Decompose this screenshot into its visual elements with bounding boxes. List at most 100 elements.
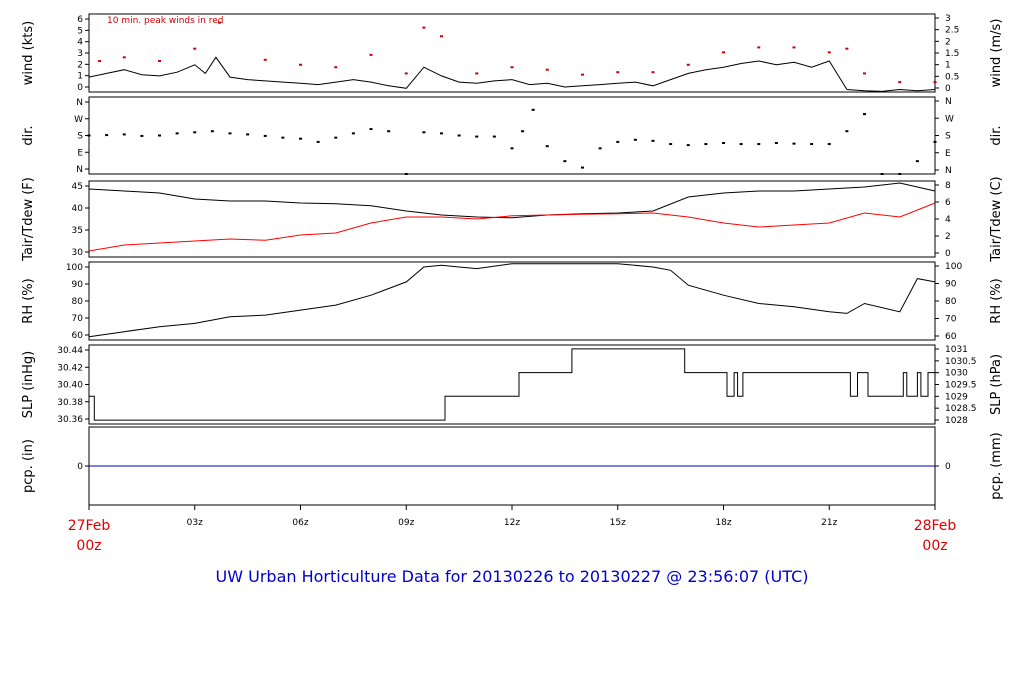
right-tick-label: 1 (945, 61, 951, 71)
data-point-dir (175, 132, 179, 135)
right-tick-label: 8 (945, 181, 951, 191)
data-point-dir (475, 135, 479, 138)
panel-frame-dir (88, 96, 936, 175)
data-point-wind (845, 47, 849, 50)
ylabel-right-pcp: pcp. (mm) (989, 432, 1004, 499)
data-point-dir (792, 142, 796, 145)
data-point-dir (898, 173, 902, 175)
left-tick-label: N (76, 165, 83, 175)
x-tick-label: 15z (610, 518, 626, 528)
series-line-rh-0 (88, 263, 936, 338)
panel-annotation: 10 min. peak winds in red (107, 16, 224, 26)
ylabel-right-slp: SLP (hPa) (989, 354, 1004, 415)
data-point-wind (898, 81, 902, 84)
panel-slp: 30.3630.3830.4030.4230.4410281028.510291… (21, 344, 1004, 426)
ylabel-right-temp: Tair/Tdew (C) (989, 176, 1004, 262)
ylabel-right-rh: RH (%) (989, 278, 1004, 323)
left-tick-label: 45 (72, 182, 83, 192)
x-tick-label: 18z (715, 518, 731, 528)
right-tick-label: 1029 (945, 392, 968, 402)
data-point-dir (563, 160, 567, 163)
data-point-dir (863, 113, 866, 116)
ylabel-left-rh: RH (%) (21, 278, 36, 323)
left-tick-label: 4 (77, 38, 83, 48)
data-point-wind (757, 46, 761, 49)
x-tick-label: 21z (821, 518, 837, 528)
data-point-dir (122, 133, 126, 136)
data-point-dir (880, 173, 884, 175)
right-tick-label: 1029.5 (945, 381, 977, 391)
panel-rh: 60 70 80 90 100 60 70 80 90 100 RH (%) RH (%) (21, 261, 1004, 342)
data-point-dir (316, 140, 320, 143)
right-tick-label: 80 (945, 297, 957, 307)
left-tick-label: S (77, 132, 83, 142)
data-point-wind (616, 71, 620, 74)
ylabel-left-dir: dir. (21, 125, 36, 145)
data-point-wind (792, 46, 796, 49)
right-tick-label: 1.5 (945, 49, 959, 59)
left-tick-label: 70 (72, 314, 84, 324)
data-point-wind (158, 60, 161, 63)
left-tick-label: 30.38 (57, 398, 83, 408)
series-line-wind-0 (88, 56, 936, 92)
data-point-dir (915, 160, 919, 163)
left-tick-label: 30.40 (57, 381, 83, 391)
data-point-dir (545, 145, 549, 148)
data-point-dir (210, 130, 214, 133)
right-tick-label: 1031 (945, 345, 968, 355)
data-point-dir (87, 134, 91, 137)
panel-pcp: 0 0 pcp. (in) pcp. (mm) (21, 426, 1004, 506)
series-line-temp-1 (88, 202, 936, 252)
x-tick-label: 03z (187, 518, 203, 528)
series-line-slp-0 (89, 348, 935, 421)
data-point-wind (651, 71, 655, 74)
data-point-dir (369, 128, 373, 131)
right-tick-label: E (945, 149, 951, 159)
data-point-wind (404, 72, 408, 75)
right-tick-label: 4 (945, 215, 951, 225)
right-tick-label: 2 (945, 232, 951, 242)
data-point-dir (158, 134, 161, 137)
data-point-dir (598, 147, 602, 150)
left-tick-label: 1 (77, 72, 83, 82)
right-tick-label: 0 (945, 462, 951, 472)
data-point-dir (739, 143, 743, 146)
data-point-dir (933, 140, 937, 143)
data-point-dir (140, 134, 144, 137)
data-point-dir (704, 143, 708, 146)
data-point-dir (845, 130, 849, 133)
data-point-wind (475, 72, 479, 75)
left-tick-label: 6 (77, 15, 83, 25)
data-point-dir (246, 133, 250, 136)
left-tick-label: 2 (77, 60, 83, 70)
right-tick-label: 1030.5 (945, 357, 977, 367)
right-tick-label: 0.5 (945, 72, 959, 82)
data-point-dir (510, 147, 514, 150)
data-point-wind (545, 68, 549, 71)
left-tick-label: 35 (72, 226, 83, 236)
data-point-wind (722, 51, 725, 54)
data-point-wind (863, 72, 866, 75)
ylabel-left-wind: wind (kts) (21, 21, 36, 85)
right-tick-label: W (945, 114, 954, 124)
data-point-dir (633, 138, 637, 141)
panel-frame-rh (88, 261, 936, 341)
data-point-dir (810, 143, 814, 146)
data-point-dir (521, 130, 525, 133)
data-point-dir (686, 144, 690, 147)
left-tick-label: 90 (72, 280, 84, 290)
data-point-dir (422, 131, 426, 134)
data-point-wind (440, 35, 443, 38)
left-tick-label: 40 (72, 204, 84, 214)
data-point-dir (404, 173, 408, 175)
x-tick-label: 09z (398, 518, 414, 528)
panel-frame-slp (88, 344, 936, 425)
data-point-dir (531, 108, 535, 111)
right-tick-label: N (945, 166, 952, 176)
ylabel-right-wind: wind (m/s) (989, 19, 1004, 88)
right-tick-label: S (945, 132, 951, 142)
right-tick-label: 1030 (945, 369, 968, 379)
